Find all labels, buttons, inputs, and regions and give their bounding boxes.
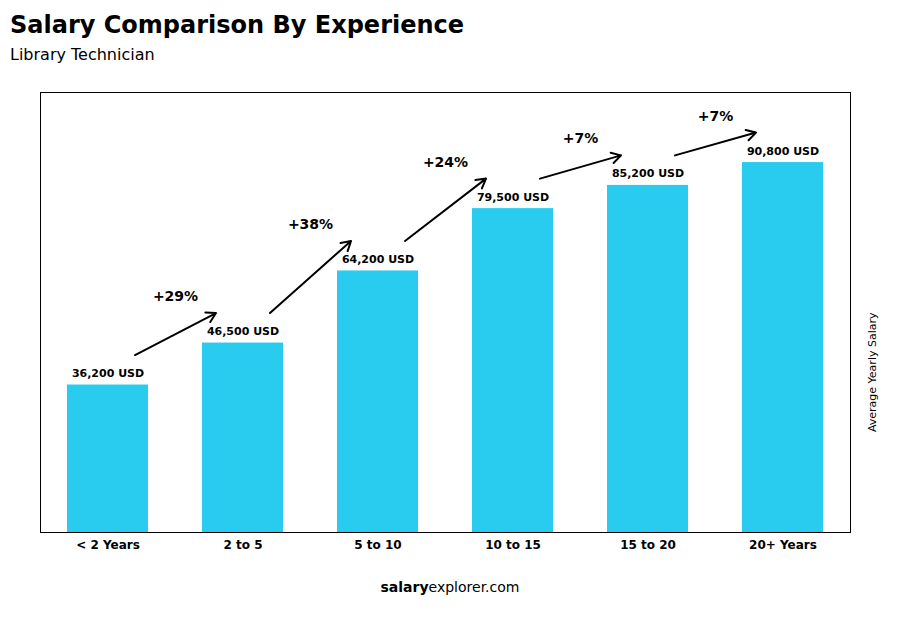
svg-text:15 to 20: 15 to 20 xyxy=(620,538,676,552)
svg-text:90,800 USD: 90,800 USD xyxy=(747,145,819,158)
svg-text:10 to 15: 10 to 15 xyxy=(485,538,541,552)
svg-text:+24%: +24% xyxy=(423,154,468,170)
svg-text:20+ Years: 20+ Years xyxy=(749,538,817,552)
svg-text:85,200 USD: 85,200 USD xyxy=(612,167,684,180)
svg-text:+38%: +38% xyxy=(288,216,333,232)
svg-text:2 to 5: 2 to 5 xyxy=(223,538,262,552)
svg-text:+7%: +7% xyxy=(563,130,599,146)
svg-text:5 to 10: 5 to 10 xyxy=(354,538,401,552)
html-text:Library Technician: Library Technician xyxy=(10,45,155,64)
svg-text:+29%: +29% xyxy=(153,288,198,304)
html-text:Salary Comparison By Experienc: Salary Comparison By Experience xyxy=(10,11,465,39)
svg-text:64,200 USD: 64,200 USD xyxy=(342,253,414,266)
svg-text:< 2 Years: < 2 Years xyxy=(76,538,140,552)
svg-text:36,200 USD: 36,200 USD xyxy=(72,367,144,380)
svg-text:79,500 USD: 79,500 USD xyxy=(477,191,549,204)
svg-text:Average Yearly Salary: Average Yearly Salary xyxy=(866,312,879,432)
html-text:salary explorer.com: salary explorer.com xyxy=(380,579,520,595)
svg-text:46,500 USD: 46,500 USD xyxy=(207,325,279,338)
svg-text:+7%: +7% xyxy=(698,108,734,124)
